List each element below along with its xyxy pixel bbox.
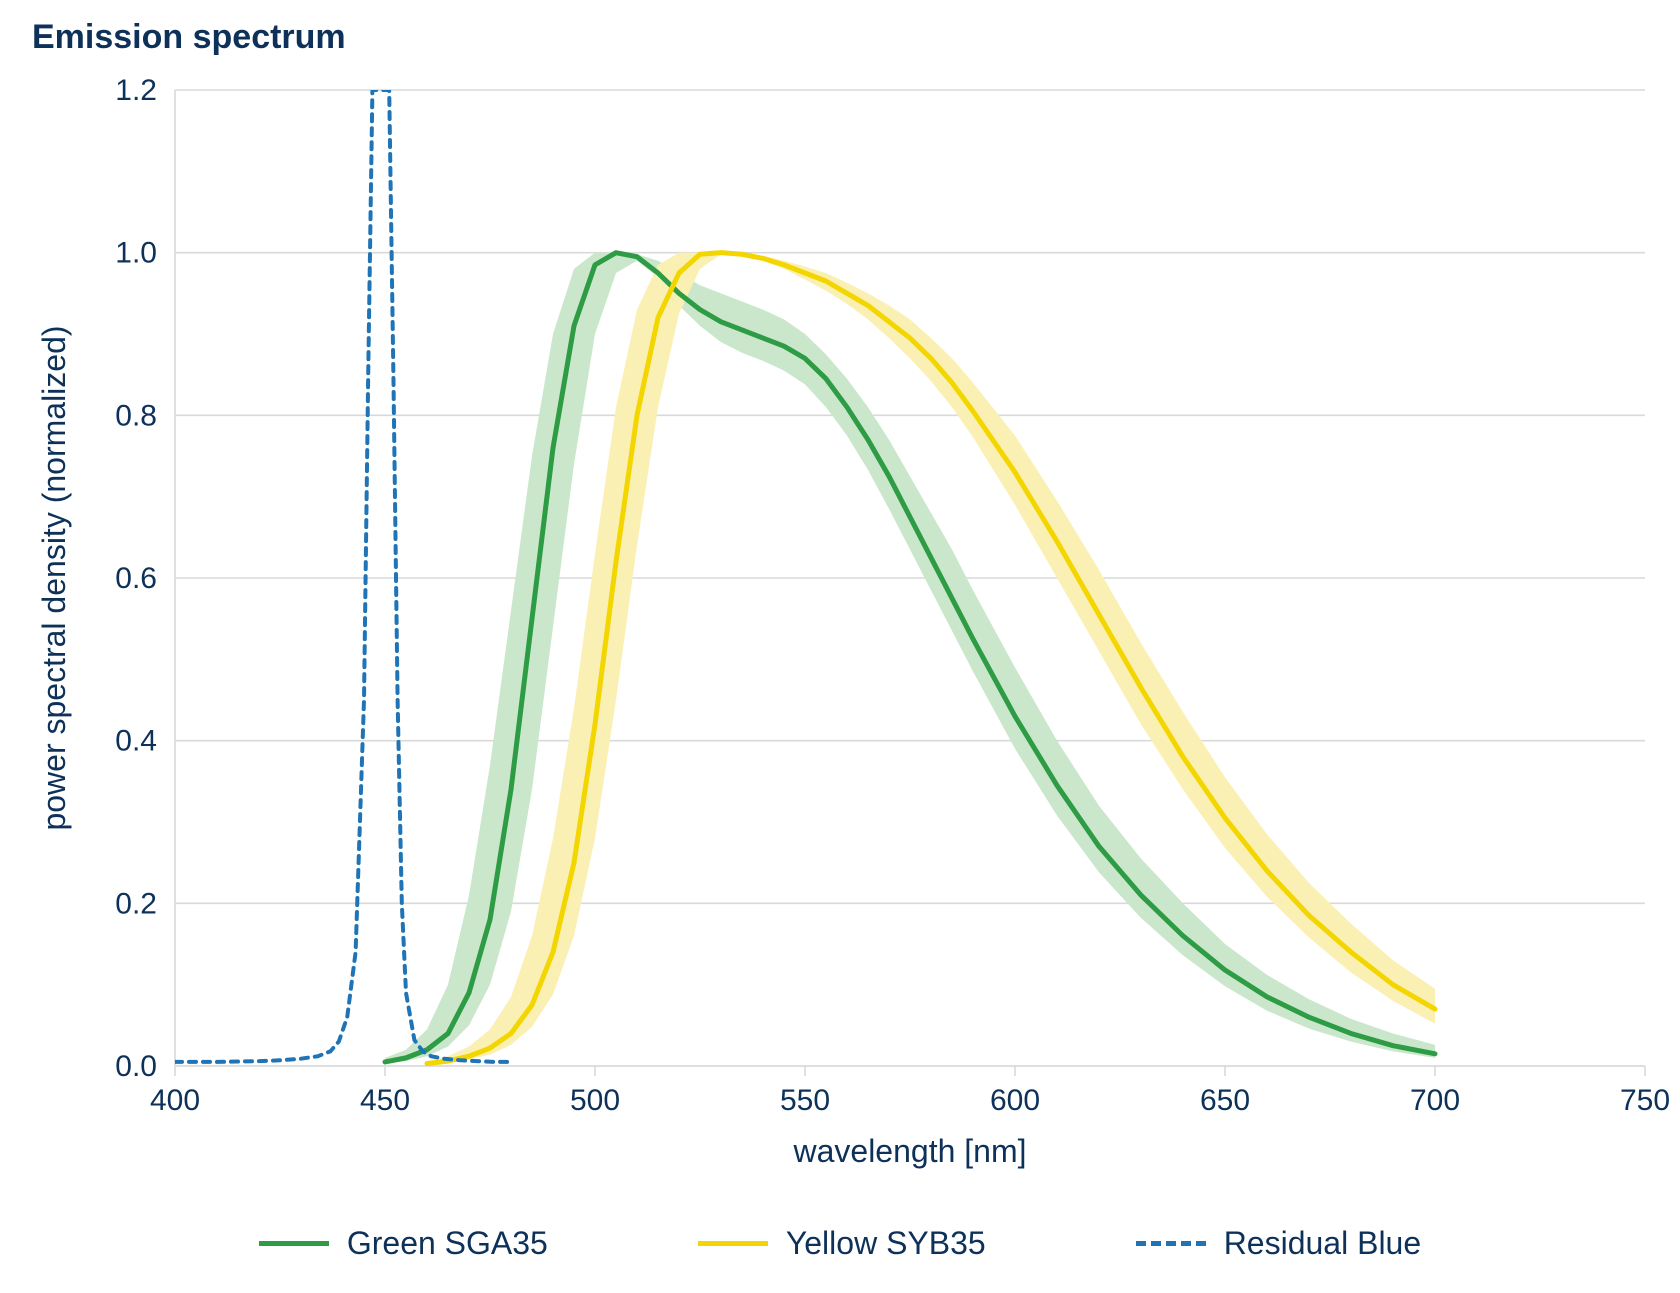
svg-text:0.6: 0.6 xyxy=(115,562,157,595)
svg-text:0.0: 0.0 xyxy=(115,1050,157,1083)
svg-text:400: 400 xyxy=(150,1084,200,1117)
svg-text:wavelength [nm]: wavelength [nm] xyxy=(792,1133,1026,1169)
svg-text:power spectral density (normal: power spectral density (normalized) xyxy=(36,325,72,830)
svg-text:600: 600 xyxy=(990,1084,1040,1117)
svg-text:750: 750 xyxy=(1620,1084,1670,1117)
svg-text:1.2: 1.2 xyxy=(115,74,157,107)
legend-label-blue: Residual Blue xyxy=(1224,1225,1421,1262)
svg-text:0.2: 0.2 xyxy=(115,887,157,920)
legend-item-green: Green SGA35 xyxy=(259,1225,548,1262)
legend-item-blue: Residual Blue xyxy=(1136,1225,1421,1262)
legend-item-yellow: Yellow SYB35 xyxy=(698,1225,986,1262)
svg-text:550: 550 xyxy=(780,1084,830,1117)
legend-label-yellow: Yellow SYB35 xyxy=(786,1225,986,1262)
svg-text:1.0: 1.0 xyxy=(115,237,157,270)
chart-area: 0.0 0.2 0.4 0.6 0.8 1.0 1.2 400 450 500 550 600 650 7… xyxy=(0,0,1680,1293)
svg-text:0.8: 0.8 xyxy=(115,399,157,432)
legend-label-green: Green SGA35 xyxy=(347,1225,548,1262)
legend-swatch-blue xyxy=(1136,1241,1206,1246)
chart-svg: 0.0 0.2 0.4 0.6 0.8 1.0 1.2 400 450 500 550 600 650 7… xyxy=(0,0,1680,1288)
legend-swatch-yellow xyxy=(698,1241,768,1246)
svg-text:650: 650 xyxy=(1200,1084,1250,1117)
page: Emission spectrum 0.00.20.40.60.81.01.24… xyxy=(0,0,1680,1288)
svg-text:450: 450 xyxy=(360,1084,410,1117)
legend: Green SGA35 Yellow SYB35 Residual Blue xyxy=(0,1225,1680,1262)
svg-text:500: 500 xyxy=(570,1084,620,1117)
series-line-blue xyxy=(175,90,511,1062)
svg-text:0.4: 0.4 xyxy=(115,725,157,758)
legend-swatch-green xyxy=(259,1241,329,1246)
svg-text:700: 700 xyxy=(1410,1084,1460,1117)
